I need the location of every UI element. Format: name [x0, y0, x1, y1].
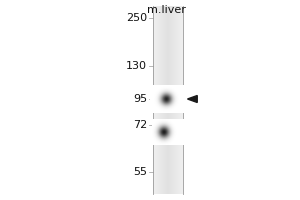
Bar: [153, 6, 154, 194]
Bar: [169, 6, 170, 194]
Text: 55: 55: [133, 167, 147, 177]
Bar: [163, 6, 164, 194]
Bar: [175, 6, 176, 194]
Bar: [173, 6, 174, 194]
Bar: [162, 6, 163, 194]
Text: 72: 72: [133, 120, 147, 130]
Bar: [171, 6, 172, 194]
Bar: [178, 6, 179, 194]
Bar: [167, 6, 168, 194]
Bar: [174, 6, 175, 194]
Text: 250: 250: [126, 13, 147, 23]
Bar: [182, 6, 183, 194]
Text: 95: 95: [133, 94, 147, 104]
Bar: [155, 6, 156, 194]
Text: m.liver: m.liver: [147, 5, 186, 15]
Bar: [161, 6, 162, 194]
Bar: [159, 6, 160, 194]
Bar: [172, 6, 173, 194]
Bar: [156, 6, 157, 194]
Bar: [181, 6, 182, 194]
Polygon shape: [188, 96, 197, 102]
Bar: [164, 6, 165, 194]
Bar: [168, 6, 169, 194]
Bar: [180, 6, 181, 194]
Bar: [170, 6, 171, 194]
Text: 130: 130: [126, 61, 147, 71]
Bar: [166, 6, 167, 194]
Bar: [179, 6, 180, 194]
Bar: [158, 6, 159, 194]
Bar: [165, 6, 166, 194]
Bar: [160, 6, 161, 194]
Bar: [176, 6, 177, 194]
Bar: [177, 6, 178, 194]
Bar: [154, 6, 155, 194]
Bar: [157, 6, 158, 194]
